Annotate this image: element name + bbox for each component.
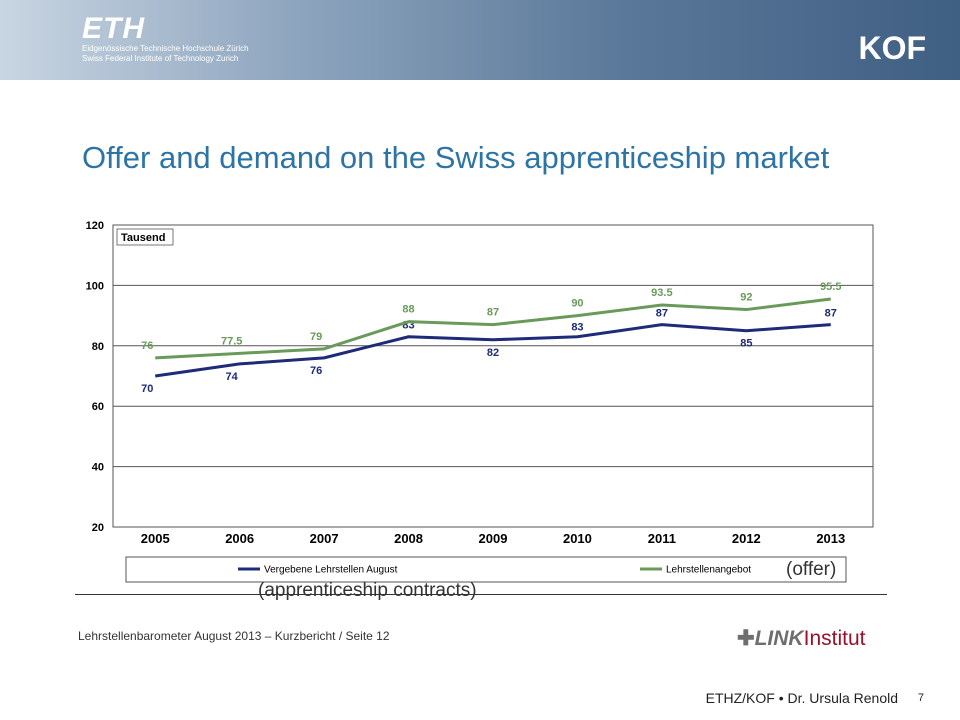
series-line-1 (155, 323, 831, 378)
footer-text: ETHZ/KOF • Dr. Ursula Renold (705, 690, 898, 706)
data-label: 85 (740, 338, 752, 350)
x-tick-label: 2013 (816, 531, 845, 546)
legend-label-1: Vergebene Lehrstellen August (264, 565, 398, 576)
data-label: 70 (141, 383, 153, 395)
data-label: 95.5 (820, 281, 841, 293)
divider (75, 594, 887, 595)
y-tick-label: 100 (86, 280, 104, 292)
x-tick-label: 2012 (732, 531, 761, 546)
source-note: Lehrstellenbarometer August 2013 – Kurzb… (78, 629, 390, 643)
link-logo-mark: LINK (754, 627, 804, 650)
data-label: 82 (487, 347, 499, 359)
x-tick-label: 2006 (225, 531, 254, 546)
unit-label-box (116, 228, 174, 246)
x-tick-label: 2008 (394, 531, 423, 546)
y-tick-label: 80 (92, 341, 104, 353)
data-label: 93.5 (651, 287, 672, 299)
unit-label: Tausend (121, 232, 165, 244)
data-label: 87 (825, 308, 837, 320)
eth-subtitle-de: Eidgenössische Technische Hochschule Zür… (82, 44, 249, 53)
x-tick-label: 2007 (310, 531, 339, 546)
contracts-annotation: (apprenticeship contracts) (258, 580, 477, 601)
data-label: 83 (571, 322, 583, 334)
y-tick-label: 40 (92, 462, 104, 474)
data-label: 87 (656, 308, 668, 320)
y-tick-label: 20 (92, 522, 104, 534)
plot-area (112, 224, 874, 528)
offer-annotation: (offer) (786, 559, 837, 580)
data-label: 88 (402, 304, 414, 316)
x-tick-label: 2011 (648, 531, 676, 546)
data-label: 76 (141, 340, 153, 352)
x-tick-label: 2005 (141, 531, 170, 546)
eth-subtitle-en: Swiss Federal Institute of Technology Zu… (82, 54, 239, 63)
header-bar: ETH Eidgenössische Technische Hochschule… (0, 0, 960, 80)
data-label: 74 (226, 371, 239, 383)
data-label: 79 (310, 331, 322, 343)
link-institut-logo: ✚LINKInstitut (737, 626, 865, 651)
page-title: Offer and demand on the Swiss apprentice… (82, 140, 830, 175)
x-tick-label: 2010 (563, 531, 592, 546)
x-tick-label: 2009 (479, 531, 508, 546)
eth-logo: ETH (82, 12, 145, 45)
y-tick-label: 60 (92, 401, 104, 413)
series-line-2 (155, 297, 831, 360)
kof-logo: KOF (858, 30, 926, 66)
link-logo-word: Institut (803, 627, 866, 650)
link-cross-icon: ✚ (737, 627, 755, 650)
data-label: 92 (740, 292, 752, 304)
data-label: 77.5 (221, 335, 242, 347)
data-label: 90 (571, 298, 583, 310)
legend-label-2: Lehrstellenangebot (666, 565, 751, 576)
data-label: 87 (487, 307, 499, 319)
data-label: 76 (310, 365, 322, 377)
y-tick-label: 120 (86, 220, 104, 232)
page-number: 7 (917, 692, 924, 704)
